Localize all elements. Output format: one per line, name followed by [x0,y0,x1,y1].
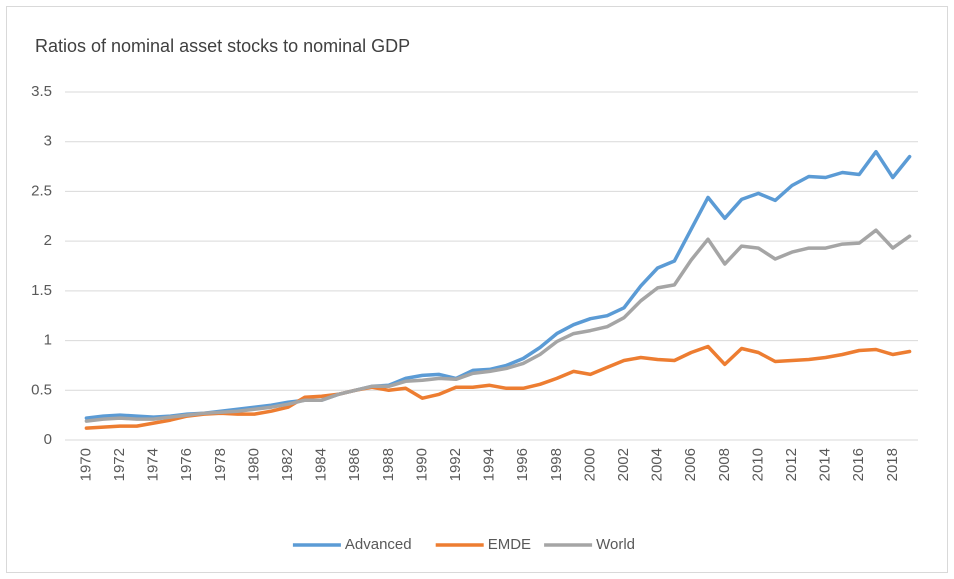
x-tick-label: 1972 [111,448,128,481]
y-tick-label: 1.5 [31,282,52,299]
x-tick-label: 2016 [850,448,867,481]
x-tick-label: 1970 [77,448,94,481]
legend-label: Advanced [345,536,412,553]
x-tick-label: 2010 [749,448,766,481]
x-tick-label: 2008 [716,448,733,481]
x-tick-label: 2006 [682,448,699,481]
x-tick-label: 1976 [178,448,195,481]
x-tick-label: 2014 [817,448,834,481]
x-tick-label: 1998 [548,448,565,481]
y-tick-label: 3 [44,133,52,150]
x-tick-label: 1974 [145,448,162,481]
x-tick-label: 1984 [313,448,330,481]
x-tick-label: 1994 [481,448,498,481]
legend-label: World [596,536,635,553]
y-tick-label: 2 [44,232,52,249]
x-tick-label: 1992 [447,448,464,481]
x-tick-label: 1986 [346,448,363,481]
x-tick-label: 2000 [581,448,598,481]
x-tick-label: 1982 [279,448,296,481]
legend-label: EMDE [488,536,531,553]
x-tick-label: 2018 [884,448,901,481]
x-tick-label: 2002 [615,448,632,481]
y-tick-label: 2.5 [31,182,52,199]
x-tick-label: 1978 [212,448,229,481]
x-tick-label: 2012 [783,448,800,481]
y-tick-label: 0.5 [31,381,52,398]
chart-border [6,6,948,573]
y-tick-label: 0 [44,431,52,448]
x-tick-label: 1988 [380,448,397,481]
x-tick-label: 1980 [245,448,262,481]
data-line [84,228,912,423]
chart-title: Ratios of nominal asset stocks to nomina… [35,36,410,56]
x-tick-label: 1990 [413,448,430,481]
x-tick-label: 2004 [649,448,666,481]
y-tick-label: 1 [44,332,52,349]
y-tick-label: 3.5 [31,83,52,100]
x-tick-label: 1996 [514,448,531,481]
